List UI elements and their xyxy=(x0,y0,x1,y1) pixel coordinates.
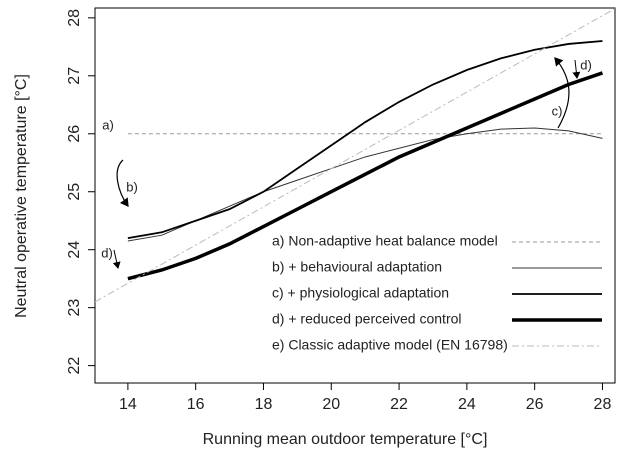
x-tick-label: 14 xyxy=(119,396,137,413)
x-tick-label: 28 xyxy=(594,396,612,413)
annotation: d) xyxy=(101,245,113,260)
y-tick-label: 24 xyxy=(66,241,83,259)
arrow xyxy=(572,59,581,79)
legend-label: c) + physiological adaptation xyxy=(272,285,449,301)
plot-frame xyxy=(94,7,616,384)
series-line xyxy=(127,40,603,239)
x-tick-label: 24 xyxy=(458,396,476,413)
x-tick-label: 22 xyxy=(390,396,408,413)
y-tick-label: 25 xyxy=(66,183,83,201)
x-axis-label: Running mean outdoor temperature [°C] xyxy=(203,431,488,448)
annotation: b) xyxy=(126,179,138,194)
x-tick-label: 26 xyxy=(526,396,544,413)
legend-label: a) Non-adaptive heat balance model xyxy=(272,233,498,249)
annotation: c) xyxy=(552,103,563,118)
y-tick-label: 27 xyxy=(66,67,83,85)
y-tick-label: 22 xyxy=(66,357,83,375)
y-axis-label: Neutral operative temperature [°C] xyxy=(13,74,30,318)
arrow xyxy=(116,159,129,207)
legend-label: b) + behavioural adaptation xyxy=(272,259,442,275)
series-line xyxy=(127,127,603,242)
y-tick-label: 28 xyxy=(66,9,83,27)
annotation: d) xyxy=(580,57,592,72)
legend-label: d) + reduced perceived control xyxy=(272,311,462,327)
x-tick-label: 20 xyxy=(322,396,340,413)
arrow xyxy=(554,57,570,129)
x-tick-label: 16 xyxy=(187,396,205,413)
series-line xyxy=(127,71,604,281)
y-tick-label: 26 xyxy=(66,125,83,143)
legend-label: e) Classic adaptive model (EN 16798) xyxy=(272,337,508,353)
x-tick-label: 18 xyxy=(255,396,273,413)
arrow xyxy=(112,249,121,269)
annotation: a) xyxy=(102,117,114,132)
series-line xyxy=(95,8,615,303)
y-tick-label: 23 xyxy=(66,299,83,317)
